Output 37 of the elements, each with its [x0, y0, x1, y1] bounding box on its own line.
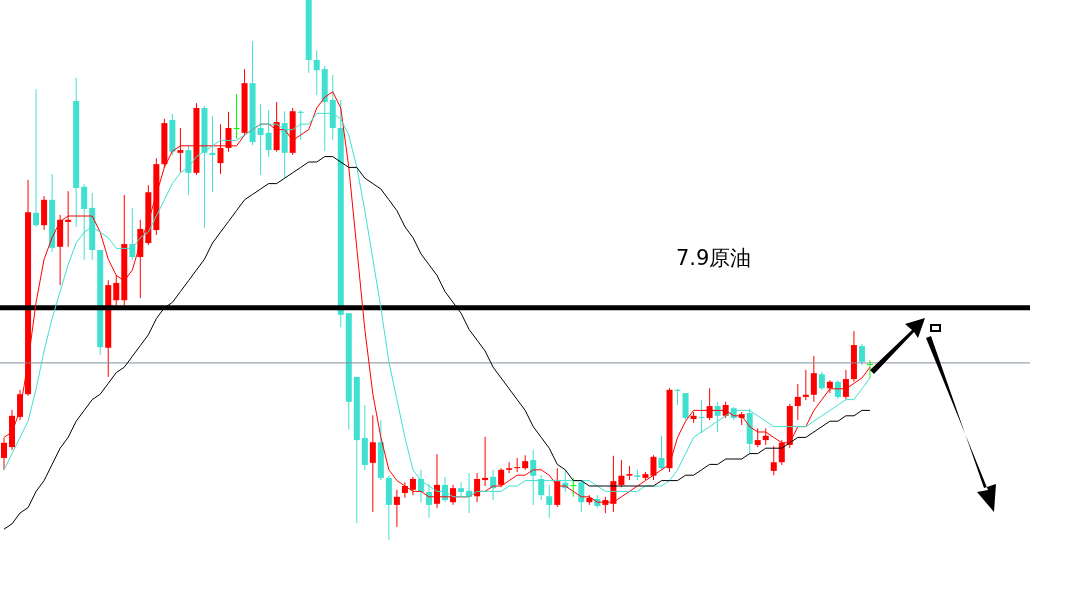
- candlestick: [674, 388, 681, 406]
- candlestick: [778, 439, 785, 466]
- candlestick: [858, 343, 865, 366]
- candlestick: [81, 183, 88, 261]
- candlestick: [714, 401, 721, 433]
- candlestick: [658, 435, 665, 471]
- candlestick: [802, 369, 809, 401]
- candlestick: [217, 123, 224, 175]
- candlestick: [409, 476, 416, 496]
- annotation: 7.9原油: [676, 245, 752, 272]
- candlestick: [514, 457, 521, 473]
- candlestick: [225, 111, 232, 153]
- candlestick: [313, 49, 320, 96]
- candlestick: [698, 399, 705, 434]
- candlestick: [810, 355, 817, 403]
- candlestick: [650, 454, 657, 481]
- candlestick: [233, 93, 240, 140]
- candlestick: [618, 459, 625, 488]
- candlestick: [498, 467, 505, 488]
- candlestick: [770, 445, 777, 476]
- candlestick: [177, 127, 184, 173]
- candlestick: [842, 369, 849, 400]
- candlestick: [393, 489, 400, 528]
- candlestick: [65, 190, 72, 248]
- candlestick: [209, 115, 216, 193]
- candlestick: [33, 88, 40, 228]
- candlestick: [794, 383, 801, 421]
- candlestick: [706, 387, 713, 421]
- candlestick: [369, 414, 376, 513]
- candlestick: [866, 359, 873, 379]
- candlestick: [482, 436, 489, 487]
- candlestick: [570, 477, 577, 498]
- candlestick: [754, 427, 761, 448]
- candlestick: [474, 472, 481, 503]
- candlestick: [185, 144, 192, 196]
- candlestick: [546, 484, 553, 519]
- candlestick: [113, 274, 120, 306]
